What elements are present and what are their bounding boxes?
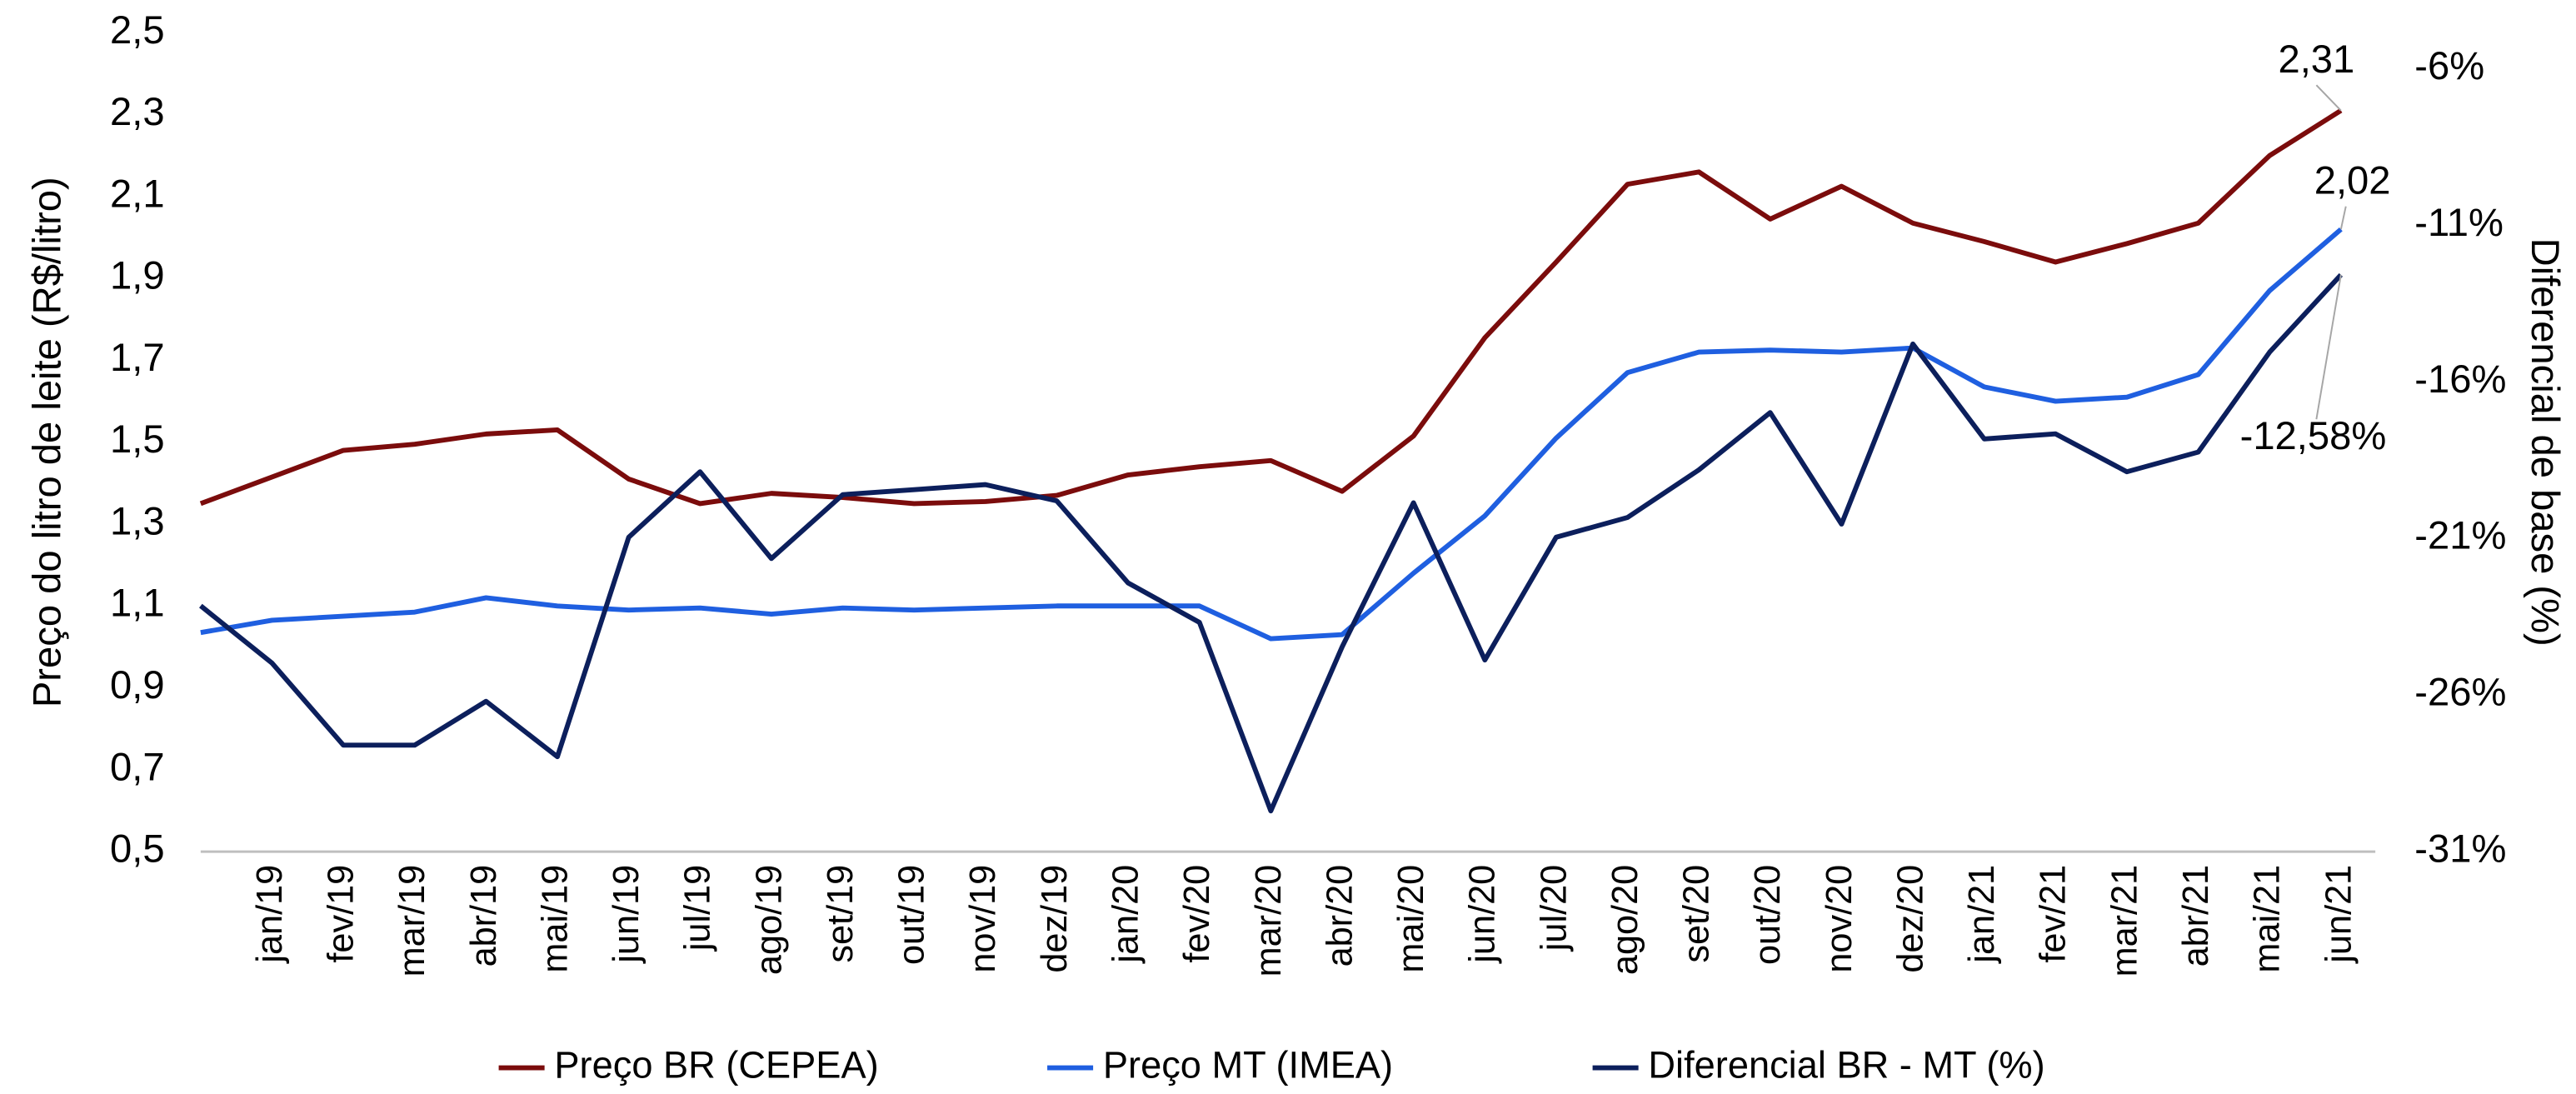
y-tick-label: 1,1	[110, 581, 165, 625]
y-axis-title: Preço do litro de leite (R$/litro)	[24, 177, 68, 707]
data-label: -12,58%	[2240, 413, 2387, 457]
y-tick-label: 1,9	[110, 253, 165, 297]
x-tick-label: dez/20	[1890, 865, 1930, 973]
x-tick-label: ago/19	[749, 865, 789, 975]
y2-tick-label: -6%	[2414, 43, 2484, 87]
y2-axis-title: Diferencial de base (%)	[2524, 238, 2568, 647]
label-leader	[2339, 206, 2347, 230]
x-tick-label: jan/21	[1962, 865, 2002, 965]
legend-label: Diferencial BR - MT (%)	[1648, 1043, 2044, 1086]
x-tick-label: abr/21	[2176, 865, 2216, 967]
y2-tick-label: -11%	[2414, 200, 2504, 244]
label-leader	[2315, 84, 2342, 112]
legend-label: Preço BR (CEPEA)	[554, 1043, 878, 1086]
x-tick-label: mai/21	[2248, 865, 2288, 973]
x-tick-label: dez/19	[1035, 865, 1075, 973]
x-tick-label: jul/20	[1534, 865, 1574, 952]
y-tick-label: 2,3	[110, 89, 165, 133]
x-tick-label: ago/20	[1605, 865, 1645, 975]
x-tick-label: mai/20	[1391, 865, 1431, 973]
x-tick-label: jul/19	[678, 865, 718, 952]
x-tick-label: out/20	[1748, 865, 1788, 965]
x-tick-label: abr/19	[464, 865, 504, 967]
x-tick-label: mar/21	[2104, 865, 2144, 977]
y-tick-label: 1,7	[110, 335, 165, 379]
x-tick-label: fev/21	[2034, 865, 2074, 963]
y2-tick-label: -31%	[2414, 827, 2506, 871]
y2-tick-label: -26%	[2414, 670, 2506, 714]
x-tick-label: jan/19	[250, 865, 290, 965]
y2-tick-label: -21%	[2414, 513, 2506, 557]
x-tick-label: mar/19	[392, 865, 432, 977]
x-tick-label: abr/20	[1320, 865, 1360, 967]
x-tick-label: jun/21	[2319, 865, 2359, 965]
x-tick-label: fev/19	[322, 865, 362, 963]
x-tick-label: jun/19	[607, 865, 646, 965]
y-tick-label: 2,5	[110, 7, 165, 52]
y-tick-label: 0,5	[110, 827, 165, 871]
x-tick-label: nov/20	[1820, 865, 1860, 973]
y-tick-label: 2,1	[110, 171, 165, 215]
x-tick-label: jan/20	[1106, 865, 1146, 965]
x-tick-label: jun/20	[1463, 865, 1503, 965]
y-tick-label: 0,7	[110, 744, 165, 788]
data-label: 2,31	[2278, 37, 2354, 81]
series-line	[199, 272, 2344, 814]
y-tick-label: 1,3	[110, 498, 165, 542]
y-tick-label: 1,5	[110, 417, 165, 461]
legend-label: Preço MT (IMEA)	[1103, 1043, 1393, 1086]
y-tick-label: 0,9	[110, 662, 165, 707]
series-line	[199, 108, 2343, 507]
x-tick-label: set/19	[821, 865, 861, 963]
x-tick-label: out/19	[892, 865, 932, 965]
x-tick-label: set/20	[1677, 865, 1717, 963]
x-tick-label: fev/20	[1177, 865, 1217, 963]
series-line	[200, 227, 2343, 642]
data-label: 2,02	[2314, 158, 2391, 202]
label-leader	[2315, 274, 2342, 420]
x-tick-label: mai/19	[535, 865, 575, 973]
x-tick-label: nov/19	[963, 865, 1003, 973]
y2-tick-label: -16%	[2414, 357, 2506, 401]
x-tick-label: mar/20	[1249, 865, 1289, 977]
